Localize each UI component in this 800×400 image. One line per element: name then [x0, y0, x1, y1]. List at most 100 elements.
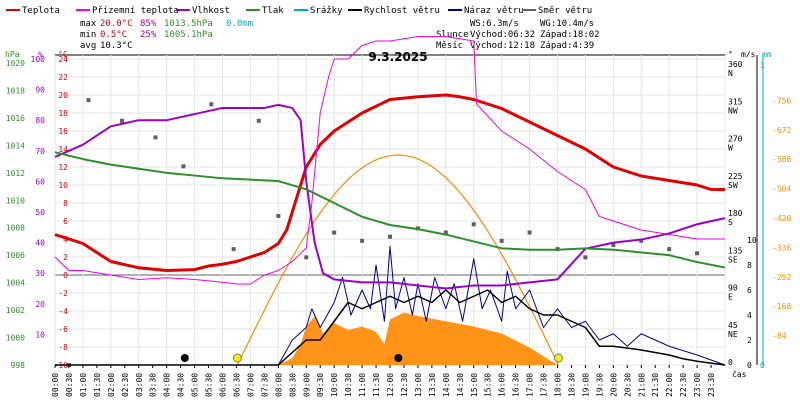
- axis-tick-wind-speed: 2: [747, 336, 752, 345]
- axis-tick-temperature_c: 0: [63, 271, 68, 280]
- stats-min-label: min: [80, 30, 96, 40]
- axis-tick-humidity_pct: 70: [35, 147, 45, 156]
- axes: 9981000100210041006100810101012101410161…: [5, 50, 791, 370]
- wind-direction-point: [256, 118, 261, 123]
- wind-direction-point: [639, 238, 644, 243]
- axis-tick-humidity_pct: 60: [35, 177, 45, 186]
- wind-direction-point: [499, 238, 504, 243]
- axis-tick-humidity_pct: 30: [35, 269, 45, 278]
- axis-tick-wind-direction: 225: [728, 172, 743, 181]
- x-tick-label: 01:00: [79, 373, 88, 397]
- axis-tick-humidity_pct: 100: [31, 55, 46, 64]
- axis-tick-solar: -504: [772, 185, 791, 194]
- axis-tick-temperature_c: 18: [58, 109, 68, 118]
- x-tick-label: 22:30: [679, 373, 688, 397]
- series-ground_temp-line: [54, 36, 725, 285]
- axis-tick-humidity_pct: 50: [35, 208, 45, 217]
- x-tick-label: 08:30: [288, 373, 297, 397]
- legend-wind-direction: Směr větru: [538, 6, 592, 16]
- x-tick-label: 03:00: [135, 373, 144, 397]
- x-tick-label: 15:30: [484, 373, 493, 397]
- stats-max-pressure: 1013.5hPa: [164, 19, 213, 29]
- wind-direction-point: [360, 238, 365, 243]
- axis-tick-humidity_pct: 40: [35, 239, 45, 248]
- stats-max-humidity: 85%: [140, 19, 157, 29]
- stats-max-label: max: [80, 19, 97, 29]
- axis-tick-temperature_c: 22: [58, 73, 68, 82]
- wind-direction-point: [611, 242, 616, 247]
- axis-tick-pressure_hpa: 998: [11, 361, 26, 370]
- wind-direction-point: [332, 230, 337, 235]
- x-tick-label: 17:30: [540, 373, 549, 397]
- wind-direction-point: [86, 98, 91, 103]
- legend-wind-speed: Rychlost větru: [364, 6, 440, 16]
- axis-tick-humidity_pct: 20: [35, 300, 45, 309]
- solar-radiation-area: [55, 312, 725, 365]
- axis-tick-wind-direction-name: SW: [728, 181, 738, 190]
- axis-tick-wind-direction: 45: [728, 321, 738, 330]
- x-tick-label: 04:30: [177, 373, 186, 397]
- x-tick-label: 19:00: [581, 373, 590, 397]
- axis-tick-solar: -420: [772, 214, 791, 223]
- series-pressure-line: [54, 151, 726, 269]
- sun-moon-block: WS:6.3m/s WG:10.4m/s Slunce Východ:06:32…: [436, 19, 600, 51]
- x-tick-label: 12:00: [386, 373, 395, 397]
- stats-max-rain: 0.0mm: [226, 19, 253, 29]
- axis-tick-pressure_hpa: 1002: [6, 306, 25, 315]
- axis-tick-pressure_hpa: 1008: [6, 224, 25, 233]
- sun-set: Západ:18:02: [540, 30, 600, 40]
- axis-tick-temperature_c: 10: [58, 181, 68, 190]
- axis-tick-temperature_c: -4: [58, 307, 68, 316]
- wind-direction-point: [120, 118, 124, 123]
- moon-rise: Východ:12:18: [470, 41, 535, 51]
- x-tick-label: 01:30: [93, 373, 102, 397]
- stats-avg-label: avg: [80, 41, 96, 51]
- x-tick-label: 03:30: [149, 373, 158, 397]
- x-tick-label: 22:00: [665, 373, 674, 397]
- axis-tick-wind-speed: 6: [747, 286, 752, 295]
- x-tick-label: 12:30: [400, 373, 409, 397]
- x-tick-label: 21:30: [651, 373, 660, 397]
- legend-rain: Srážky: [310, 6, 343, 16]
- axis-label-humidity: %: [38, 50, 43, 59]
- x-ticks: 00:00 00:30 01:00 01:30 02:00 02:30 03:00 03:30…: [51, 365, 716, 397]
- axis-tick-temperature_c: 12: [58, 163, 68, 172]
- stats-avg-temp: 10.3°C: [100, 41, 133, 51]
- x-tick-label: 09:00: [302, 373, 311, 397]
- sun-label: Slunce: [436, 30, 469, 40]
- axis-tick-wind-direction: 90: [728, 284, 738, 293]
- x-tick-label: 11:00: [358, 373, 367, 397]
- axis-tick-temperature_c: -8: [58, 343, 68, 352]
- axis-tick-wind-direction: 270: [728, 135, 743, 144]
- axis-tick-solar: -588: [772, 155, 791, 164]
- axis-tick-temperature_c: 20: [58, 91, 68, 100]
- x-tick-label: 14:30: [456, 373, 465, 397]
- axis-tick-temperature_c: 8: [63, 199, 68, 208]
- wind-wg: WG:10.4m/s: [540, 19, 594, 29]
- axis-tick-wind-direction: 360: [728, 60, 743, 69]
- x-tick-label: 00:00: [51, 373, 60, 397]
- wind-direction-point: [304, 255, 309, 260]
- axis-tick-pressure_hpa: 1018: [6, 86, 25, 95]
- axis-tick-rain: 0: [760, 361, 765, 370]
- axis-tick-pressure_hpa: 1020: [6, 59, 25, 68]
- legend-temperature: Teplota: [22, 6, 60, 16]
- x-tick-label: 18:00: [554, 373, 563, 397]
- axis-label-temperature: °C: [58, 50, 68, 59]
- axis-tick-rain: 1: [760, 61, 765, 70]
- axis-tick-wind-speed: 10: [747, 236, 757, 245]
- axis-tick-wind-direction: 0: [728, 358, 733, 367]
- axis-label-wind-direction: °: [728, 50, 733, 59]
- axis-tick-wind-direction-name: S: [728, 218, 733, 227]
- axis-tick-wind-direction-name: NE: [728, 330, 738, 339]
- x-tick-label: 07:30: [260, 373, 269, 397]
- axis-tick-pressure_hpa: 1014: [6, 141, 25, 150]
- moon-event-marker: [394, 354, 403, 362]
- axis-tick-wind-direction-name: N: [728, 69, 733, 78]
- wind-gust-line: [55, 245, 726, 366]
- axis-tick-humidity_pct: 10: [35, 330, 45, 339]
- chart-title: 9.3.2025: [368, 50, 427, 64]
- axis-tick-temperature_c: -6: [58, 325, 68, 334]
